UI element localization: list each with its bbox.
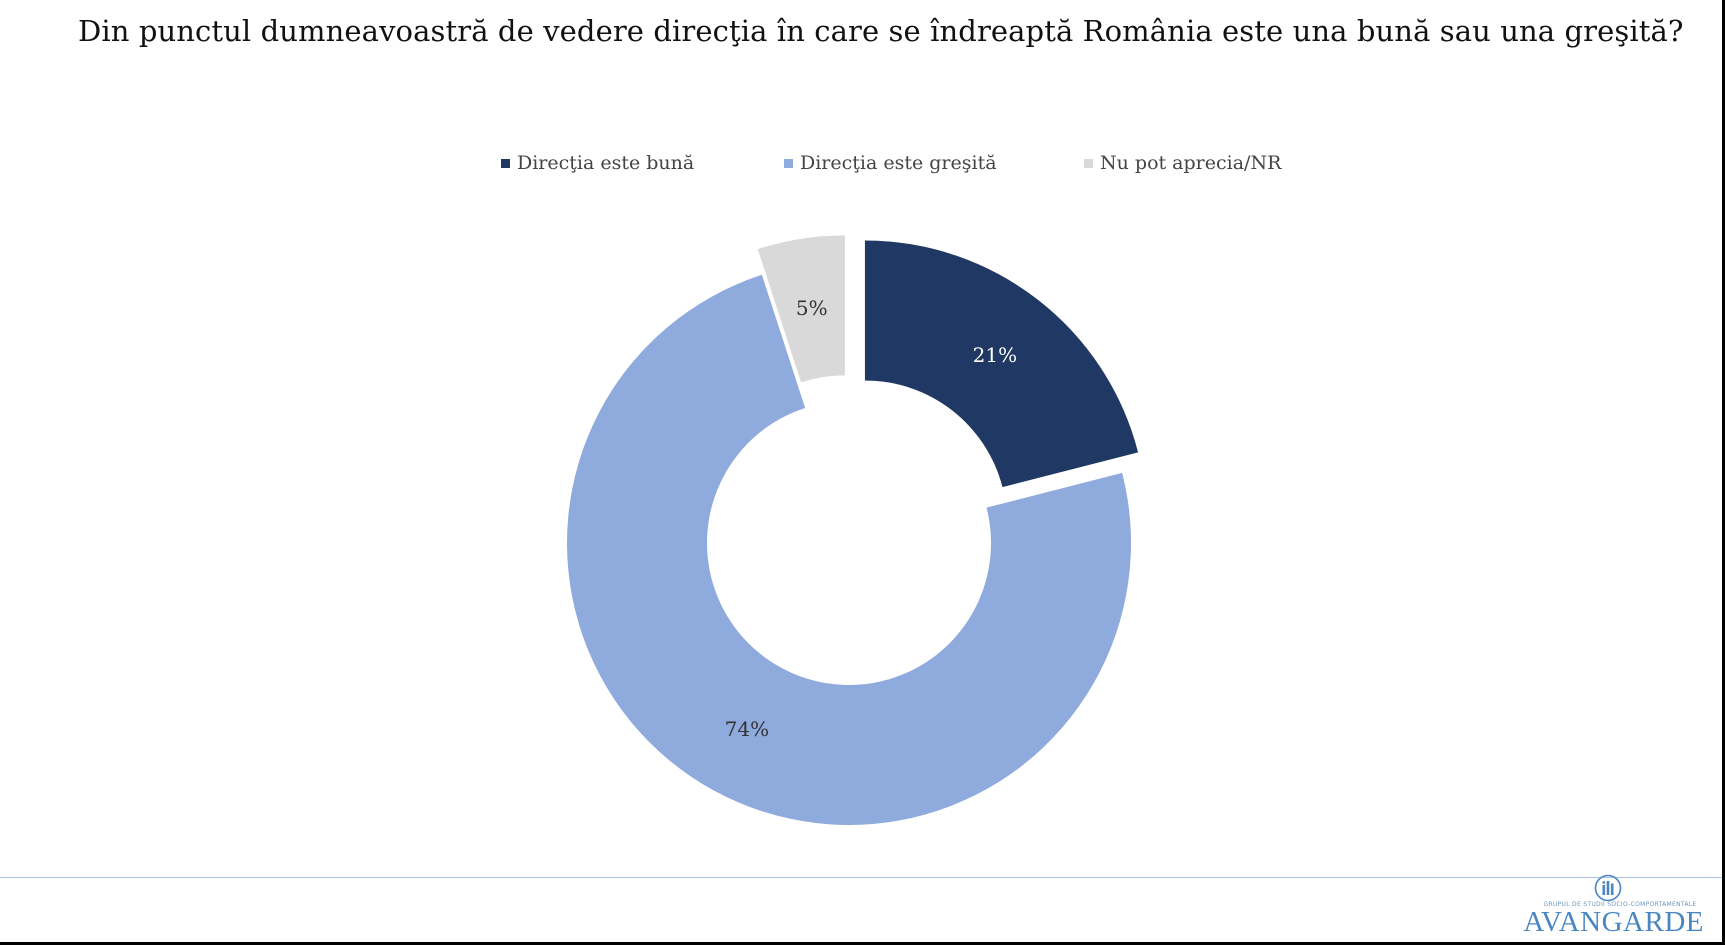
avangarde-logo-mark-icon xyxy=(1594,874,1622,902)
legend-label-buna: Direcţia este bună xyxy=(517,152,695,174)
legend-item-buna: Direcţia este bună xyxy=(501,152,694,174)
legend-swatch-nr xyxy=(1084,158,1093,168)
donut-slice-nr xyxy=(757,235,845,383)
legend-label-nr: Nu pot aprecia/NR xyxy=(1100,152,1282,174)
legend-swatch-buna xyxy=(501,158,510,168)
legend-item-gresita: Direcţia este greşită xyxy=(784,152,997,174)
donut-data-label-nr: 5% xyxy=(796,296,828,320)
chart-legend: Direcţia este bună Direcţia este greşită… xyxy=(0,152,1722,180)
donut-data-label-gresita: 74% xyxy=(725,717,769,741)
logo-subtitle: GRUPUL DE STUDII SOCIO-COMPORTAMENTALE xyxy=(1543,901,1697,908)
donut-slice-gresita xyxy=(567,274,1132,825)
legend-swatch-gresita xyxy=(784,158,793,168)
footer-divider xyxy=(0,877,1722,878)
legend-label-gresita: Direcţia este greşită xyxy=(800,152,997,174)
avangarde-logo: GRUPUL DE STUDII SOCIO-COMPORTAMENTALE A… xyxy=(1514,874,1704,938)
logo-wordmark: AVANGARDE xyxy=(1523,906,1704,938)
donut-slice-buna xyxy=(864,240,1139,488)
chart-title: Din punctul dumneavoastră de vedere dire… xyxy=(78,14,1684,48)
legend-item-nr: Nu pot aprecia/NR xyxy=(1084,152,1281,174)
donut-data-label-buna: 21% xyxy=(973,343,1017,367)
